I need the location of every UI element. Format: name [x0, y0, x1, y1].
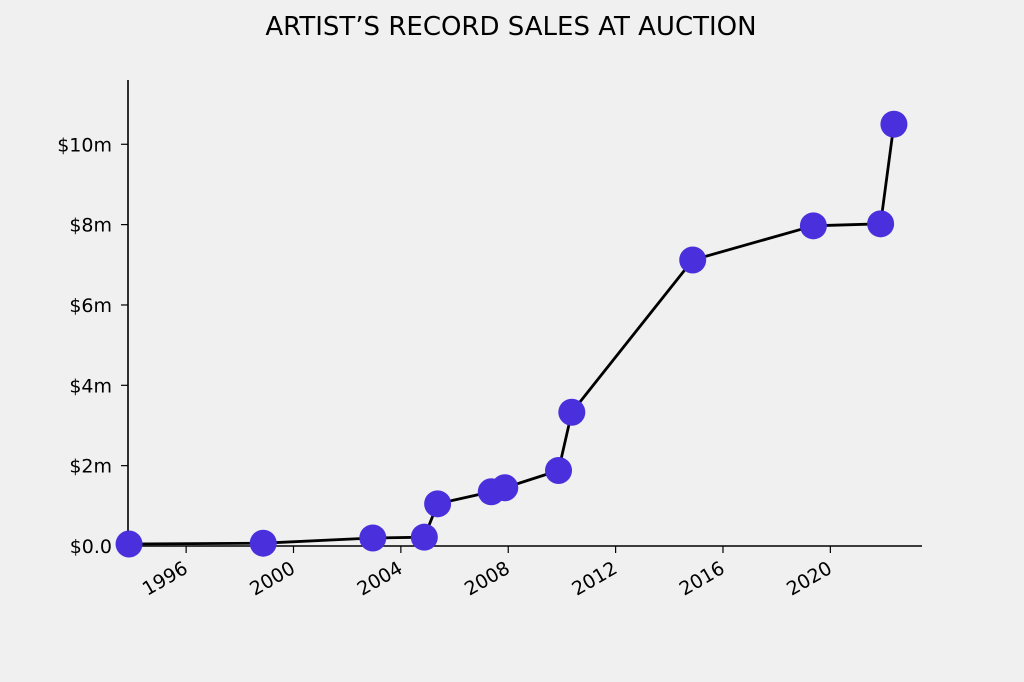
- series-group: [115, 110, 908, 558]
- x-tick-label: 2004: [353, 557, 406, 600]
- data-point: [880, 110, 908, 138]
- data-point: [799, 212, 827, 240]
- data-point: [249, 529, 277, 557]
- y-axis-ticks: $0.0 $2m $4m $6m $8m $10m: [57, 134, 128, 558]
- y-tick-label: $6m: [69, 295, 112, 317]
- x-tick-label: 2012: [568, 557, 621, 600]
- y-tick-label: $8m: [69, 215, 112, 237]
- data-point: [867, 210, 895, 238]
- data-point: [115, 530, 143, 558]
- x-tick-label: 1996: [139, 557, 192, 600]
- x-tick-label: 2008: [461, 557, 514, 600]
- y-tick-label: $10m: [57, 134, 112, 156]
- x-tick-label: 2000: [246, 557, 299, 600]
- y-tick-label: $2m: [69, 456, 112, 478]
- data-point: [679, 246, 707, 274]
- y-tick-label: $4m: [69, 375, 112, 397]
- y-tick-label: $0.0: [70, 536, 112, 558]
- x-tick-label: 2020: [783, 557, 836, 600]
- x-tick-label: 2016: [676, 557, 729, 600]
- data-point: [410, 523, 438, 551]
- chart-title: ARTIST’S RECORD SALES AT AUCTION: [265, 12, 756, 42]
- data-point: [545, 456, 573, 484]
- data-point: [359, 524, 387, 552]
- data-point: [424, 490, 452, 518]
- data-point: [558, 398, 586, 426]
- x-axis-ticks: 1996 2000 2004 2008 2012 2016 2020: [139, 546, 836, 601]
- data-point: [491, 474, 519, 502]
